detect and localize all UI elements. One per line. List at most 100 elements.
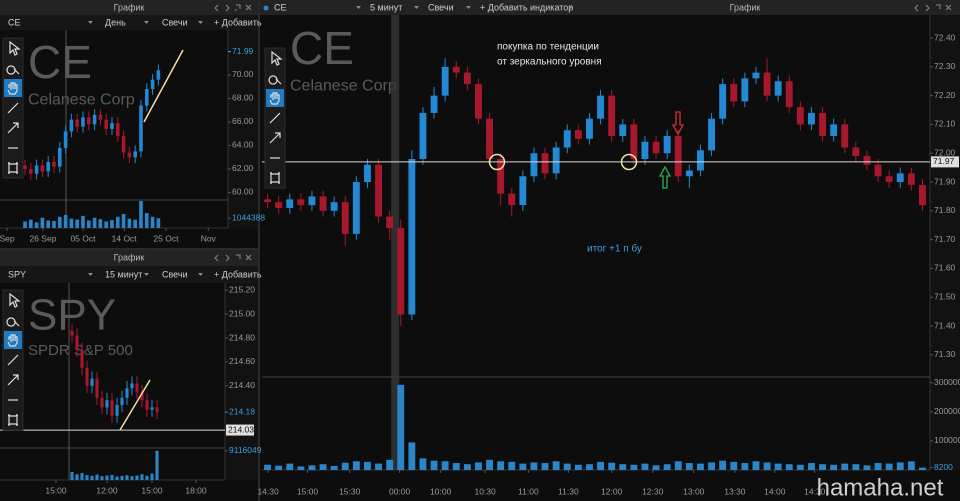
watermark: CE: [28, 36, 92, 88]
interval[interactable]: 15 минут: [105, 269, 142, 279]
panel-title: График: [114, 252, 145, 262]
panel-title: График: [730, 2, 761, 12]
volume-bar: [619, 464, 627, 470]
annotation: от зеркального уровня: [497, 57, 602, 68]
volume-bar: [140, 474, 144, 480]
candle-body: [907, 173, 915, 185]
candle-body: [133, 151, 137, 158]
candle-body: [92, 114, 97, 125]
volume-bar: [541, 463, 549, 470]
candle-body: [46, 161, 50, 172]
candle-body: [774, 81, 782, 96]
add-button[interactable]: + Добавить индикатор: [480, 2, 573, 12]
volume-bar: [486, 459, 493, 470]
y-tick-label: 71.40: [934, 320, 956, 330]
candle-body: [69, 119, 74, 132]
candle-body: [75, 335, 79, 350]
candle-body: [574, 130, 582, 139]
volume-bar: [586, 464, 593, 470]
candle-body: [885, 176, 893, 183]
y-tick-label: 71.70: [934, 234, 956, 244]
volume-bar: [364, 461, 371, 470]
tool-icon: [269, 92, 280, 105]
volume-bar: [386, 459, 394, 470]
candle-body: [120, 397, 124, 405]
watermark-subtitle: SPDR S&P 500: [28, 342, 133, 359]
candle-body: [75, 119, 79, 127]
candle-body: [110, 400, 114, 416]
style[interactable]: Свечи: [428, 2, 454, 12]
candle-body: [375, 164, 382, 217]
tool-icon: [269, 112, 281, 124]
y-tick-label: 72.40: [934, 32, 956, 42]
marker-circle: [620, 153, 638, 171]
candle-body: [34, 165, 39, 174]
candle-body: [85, 367, 89, 386]
candle-body: [663, 135, 671, 154]
x-tick-label: 15:00: [141, 485, 163, 495]
trend-line: [119, 379, 151, 431]
x-tick-label: 12:00: [601, 486, 623, 496]
add-button[interactable]: + Добавить: [214, 269, 262, 279]
candle-body: [830, 124, 838, 136]
x-tick-label: 15:30: [339, 486, 361, 496]
symbol[interactable]: CE: [274, 2, 287, 12]
volume-bar: [80, 472, 84, 480]
volume-bar: [808, 463, 815, 470]
volume-bar: [574, 464, 582, 470]
volume-bar: [34, 222, 39, 228]
volume-bar: [23, 221, 27, 228]
y-tick-label: 62.00: [232, 163, 254, 173]
candle-body: [297, 199, 305, 206]
x-tick-label: 14:00: [764, 486, 786, 496]
candle-body: [463, 72, 471, 85]
volume-bar: [115, 476, 119, 480]
volume-bar: [81, 215, 85, 228]
candle-body: [697, 150, 704, 171]
y-tick-label: 72.00: [934, 147, 956, 157]
add-button[interactable]: + Добавить: [214, 17, 262, 27]
x-tick-label: 14:30: [804, 486, 826, 496]
style[interactable]: Свечи: [162, 17, 188, 27]
candle-body: [115, 123, 120, 137]
symbol[interactable]: CE: [8, 17, 21, 27]
volume-bar: [563, 463, 571, 470]
candle-body: [155, 407, 159, 413]
candle-body: [130, 383, 134, 389]
volume-bar: [497, 461, 505, 470]
candle-body: [641, 141, 649, 159]
x-tick-label: 00:00: [389, 486, 411, 496]
volume-tick-label: 200000: [934, 406, 960, 416]
volume-bar: [95, 474, 99, 480]
interval[interactable]: День: [105, 17, 126, 27]
candle-body: [674, 135, 682, 177]
x-tick-label: 13:00: [683, 486, 705, 496]
volume-bar: [597, 461, 604, 470]
volume-bar: [708, 462, 715, 470]
candle-body: [441, 66, 449, 96]
candle-body: [486, 118, 493, 159]
candle-body: [852, 147, 860, 157]
tool-icon: [7, 374, 19, 386]
price-axis: [228, 30, 258, 228]
candle-body: [286, 199, 294, 208]
style[interactable]: Свечи: [162, 269, 188, 279]
candle-body: [741, 78, 749, 102]
candle-body: [28, 168, 33, 174]
price-axis: [225, 283, 258, 480]
volume-bar: [319, 464, 327, 470]
candle-body: [330, 202, 338, 211]
volume-bar: [110, 474, 114, 480]
x-tick-label: 15:00: [45, 485, 67, 495]
symbol[interactable]: SPY: [8, 269, 26, 279]
window-controls[interactable]: [214, 4, 952, 262]
volume-bar: [330, 465, 338, 470]
volume-bar: [40, 217, 45, 228]
candle-body: [98, 114, 103, 120]
volume-bar: [150, 216, 155, 228]
panel-header: [0, 0, 258, 15]
tool-icon: [7, 82, 18, 95]
volume-bar: [85, 475, 89, 480]
volume-bar: [763, 462, 771, 470]
interval[interactable]: 5 минут: [370, 2, 402, 12]
